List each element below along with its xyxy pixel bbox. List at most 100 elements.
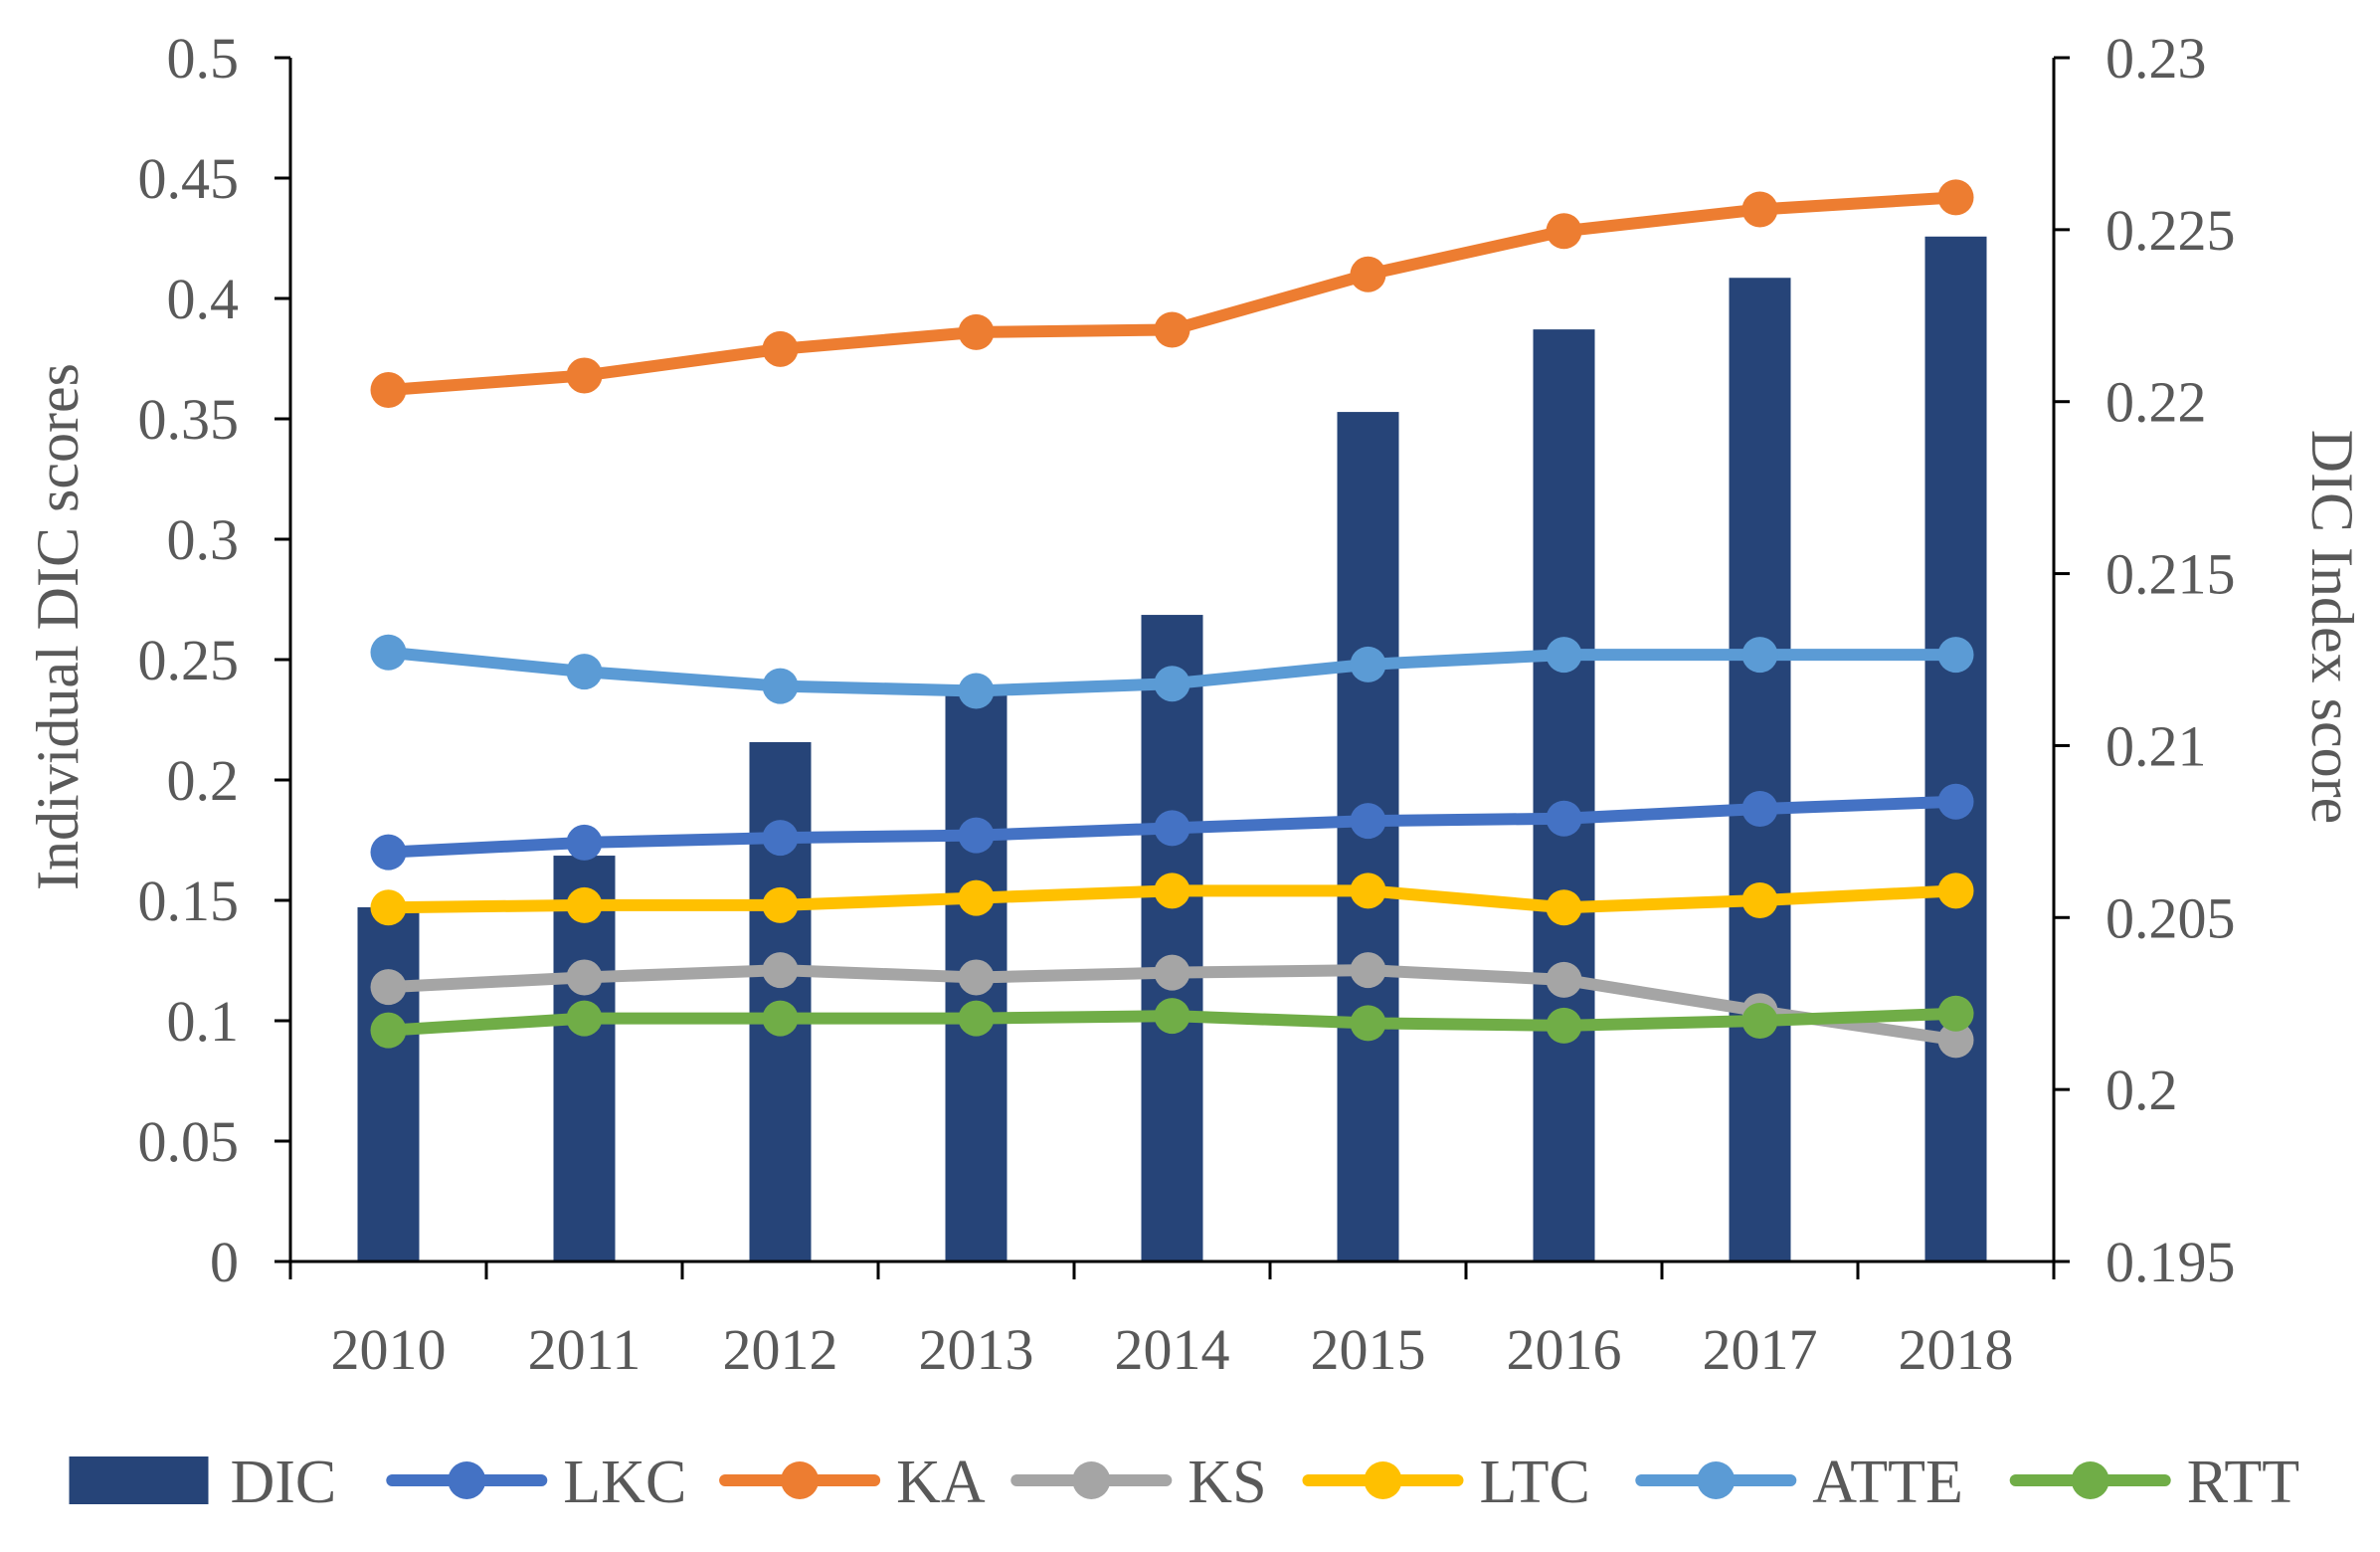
point-ka-2017 [1741,191,1778,228]
right-tick-label: 0.215 [2105,542,2236,607]
legend-label-atte: ATTE [1812,1449,1963,1516]
bar-2010 [357,906,420,1261]
point-ltc-2017 [1741,882,1778,918]
bar-2016 [1533,329,1595,1262]
bar-2014 [1141,615,1203,1261]
left-axis-title: Individual DIC scores [25,363,91,890]
point-ka-2015 [1350,256,1386,292]
bar-2017 [1729,278,1791,1261]
legend-label-rtt: RTT [2187,1449,2299,1516]
point-rtt-2011 [566,1000,603,1037]
point-ka-2014 [1154,311,1190,348]
left-tick-label: 0 [210,1230,239,1294]
right-tick-label: 0.195 [2105,1230,2236,1294]
legend-item-ks: KS [1010,1449,1267,1516]
point-lkc-2018 [1937,783,1974,820]
point-atte-2015 [1350,646,1386,682]
point-ka-2010 [370,371,407,408]
point-atte-2010 [370,634,407,671]
point-lkc-2014 [1154,810,1190,847]
right-tick-label: 0.21 [2105,713,2207,778]
bar-2011 [553,856,616,1261]
point-ks-2014 [1154,954,1190,991]
point-lkc-2012 [762,820,799,857]
right-tick-label: 0.225 [2105,198,2236,263]
legend-marker-ka [781,1461,820,1499]
x-tick-label: 2018 [1899,1317,2014,1382]
legend-item-atte: ATTE [1635,1449,1963,1516]
point-rtt-2015 [1350,1005,1386,1042]
point-ltc-2014 [1154,873,1190,909]
point-ks-2015 [1350,952,1386,989]
point-rtt-2018 [1937,995,1974,1032]
point-lkc-2015 [1350,803,1386,840]
point-atte-2017 [1741,637,1778,674]
legend-marker-ltc [1364,1461,1402,1499]
point-ka-2012 [762,330,799,367]
legend: DIC LKC KA KS LTC ATTE RTT [69,1449,2299,1516]
point-ltc-2011 [566,886,603,923]
point-ltc-2012 [762,886,799,923]
left-tick-label: 0.5 [167,26,240,91]
point-ks-2012 [762,952,799,989]
x-tick-label: 2011 [528,1317,641,1382]
legend-item-lkc: LKC [386,1449,686,1516]
point-rtt-2013 [958,1000,995,1037]
point-ks-2013 [958,959,995,996]
legend-item-dic: DIC [69,1449,337,1516]
legend-item-ka: KA [719,1449,986,1516]
point-rtt-2012 [762,1000,799,1037]
x-tick-label: 2015 [1311,1317,1426,1382]
right-axis-title: DIC Index score [2299,430,2365,825]
legend-label-dic: DIC [231,1449,337,1516]
left-tick-label: 0.05 [138,1109,240,1174]
left-tick-label: 0.3 [167,507,240,572]
point-ltc-2016 [1546,889,1582,926]
point-atte-2016 [1546,637,1582,674]
point-rtt-2014 [1154,998,1190,1035]
point-ka-2013 [958,313,995,350]
legend-label-ks: KS [1188,1449,1266,1516]
point-rtt-2017 [1741,1003,1778,1039]
left-tick-label: 0.2 [167,748,240,813]
x-tick-label: 2014 [1115,1317,1230,1382]
point-atte-2018 [1937,637,1974,674]
legend-label-lkc: LKC [563,1449,686,1516]
legend-item-ltc: LTC [1302,1449,1590,1516]
left-tick-label: 0.15 [138,869,240,933]
point-ks-2010 [370,969,407,1006]
point-rtt-2016 [1546,1007,1582,1044]
point-lkc-2016 [1546,800,1582,837]
point-ka-2016 [1546,213,1582,250]
point-ks-2011 [566,959,603,996]
axes: 0 0.05 0.1 0.15 0.2 0.25 0.3 0.35 0.4 0.45 0.5 0.19… [138,26,2236,1382]
point-lkc-2017 [1741,791,1778,828]
legend-item-rtt: RTT [2009,1449,2299,1516]
point-ltc-2015 [1350,873,1386,909]
point-lkc-2013 [958,817,995,854]
right-tick-label: 0.2 [2105,1058,2178,1122]
legend-label-ka: KA [896,1449,986,1516]
legend-swatch-dic [69,1456,209,1504]
point-lkc-2011 [566,824,603,861]
point-ltc-2013 [958,879,995,916]
legend-marker-rtt [2071,1461,2109,1499]
point-atte-2012 [762,668,799,704]
point-atte-2014 [1154,666,1190,702]
point-ka-2011 [566,357,603,394]
point-ltc-2018 [1937,873,1974,909]
legend-marker-atte [1697,1461,1736,1499]
legend-marker-ks [1072,1461,1111,1499]
point-ks-2018 [1937,1022,1974,1059]
left-tick-label: 0.25 [138,628,240,692]
line-ka [382,191,1962,396]
left-tick-label: 0.4 [167,267,240,331]
point-ltc-2010 [370,889,407,926]
right-tick-label: 0.205 [2105,885,2236,950]
x-tick-label: 2017 [1703,1317,1818,1382]
x-tick-label: 2013 [919,1317,1034,1382]
point-ks-2016 [1546,961,1582,998]
point-rtt-2010 [370,1012,407,1049]
point-atte-2013 [958,673,995,709]
